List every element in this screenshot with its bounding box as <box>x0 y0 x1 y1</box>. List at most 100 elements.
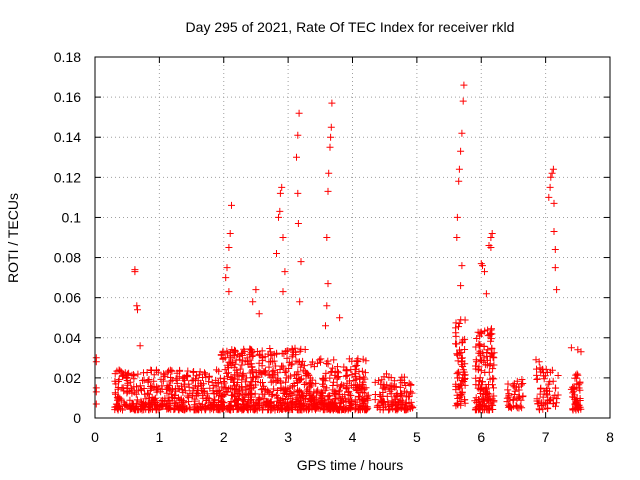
roti-point <box>163 382 171 390</box>
y-tick-label: 0.04 <box>54 330 81 346</box>
roti-point <box>569 383 577 391</box>
roti-point <box>119 406 126 414</box>
roti-point <box>475 381 483 389</box>
roti-point <box>480 342 488 350</box>
roti-point <box>363 406 370 414</box>
roti-point <box>162 385 170 393</box>
roti-point <box>250 398 257 406</box>
roti-point <box>265 371 273 379</box>
roti-point <box>351 401 359 409</box>
roti-point <box>386 405 394 413</box>
roti-point <box>127 404 135 412</box>
y-tick-label: 0.12 <box>54 169 81 185</box>
roti-point <box>486 331 494 339</box>
roti-point <box>453 399 461 407</box>
roti-point <box>192 375 199 383</box>
roti-point <box>342 372 350 380</box>
roti-point <box>173 379 181 387</box>
roti-point <box>324 187 332 195</box>
roti-point <box>326 404 334 412</box>
roti-point <box>341 404 349 412</box>
roti-point <box>228 201 235 209</box>
roti-point <box>347 398 355 406</box>
roti-point <box>323 384 331 392</box>
y-tick-label: 0.06 <box>54 290 81 306</box>
y-tick-labels: 0 0.02 0.04 0.06 0.08 0.1 0.12 0.14 0.16 0.18 <box>54 49 81 426</box>
roti-point <box>549 377 557 385</box>
roti-point <box>202 403 210 410</box>
roti-point <box>550 199 558 207</box>
roti-point <box>223 373 231 381</box>
roti-point <box>337 398 345 406</box>
roti-point <box>226 401 233 409</box>
roti-point <box>275 402 283 409</box>
roti-point <box>577 348 585 356</box>
x-tick-label: 8 <box>606 429 614 445</box>
roti-point <box>272 362 280 370</box>
roti-point <box>255 310 263 318</box>
roti-point <box>238 383 245 391</box>
roti-point <box>114 395 122 403</box>
roti-point <box>551 384 559 392</box>
roti-point <box>472 362 479 370</box>
roti-point <box>326 392 334 400</box>
roti-point <box>224 364 232 372</box>
roti-point <box>457 316 465 324</box>
roti-point <box>392 391 400 399</box>
roti-point <box>300 381 308 388</box>
roti-point <box>263 398 271 406</box>
roti-point <box>264 350 272 358</box>
roti-point <box>296 376 303 384</box>
roti-point <box>214 406 222 414</box>
roti-point <box>545 193 553 201</box>
roti-point <box>324 280 332 288</box>
roti-point <box>546 387 553 395</box>
roti-point <box>478 403 486 411</box>
roti-point <box>327 133 335 141</box>
roti-point <box>261 369 269 377</box>
roti-point <box>290 380 298 387</box>
roti-point <box>231 360 239 368</box>
roti-point <box>226 230 234 237</box>
x-tick-label: 7 <box>542 429 550 445</box>
roti-point <box>348 371 356 379</box>
roti-point <box>177 395 185 403</box>
y-tick-label: 0.14 <box>54 129 81 145</box>
roti-point <box>395 397 403 405</box>
roti-point <box>452 340 459 348</box>
roti-point <box>243 374 251 382</box>
roti-point <box>167 390 175 398</box>
roti-point <box>484 332 492 340</box>
roti-point <box>185 380 193 388</box>
roti-point <box>320 396 328 404</box>
roti-point <box>354 355 362 363</box>
roti-point <box>473 335 481 342</box>
roti-point <box>343 372 351 380</box>
roti-point <box>488 230 496 237</box>
roti-point <box>316 405 324 413</box>
roti-point <box>567 344 575 352</box>
roti-point <box>251 406 259 414</box>
roti-point <box>140 369 147 377</box>
roti-point <box>150 371 158 379</box>
roti-point <box>192 382 199 390</box>
roti-point <box>329 399 336 407</box>
roti-point <box>481 327 489 335</box>
roti-point <box>503 398 511 406</box>
roti-point <box>404 393 412 401</box>
roti-point <box>208 378 216 386</box>
roti-point <box>545 380 553 388</box>
roti-point <box>232 356 240 364</box>
roti-point <box>405 379 413 387</box>
roti-point <box>348 357 356 365</box>
roti-point <box>228 384 236 392</box>
roti-point <box>230 390 238 398</box>
roti-point <box>127 384 135 392</box>
roti-point <box>296 298 304 306</box>
roti-point <box>315 356 323 364</box>
roti-point <box>319 389 327 397</box>
roti-point <box>471 397 479 405</box>
roti-point <box>252 372 260 380</box>
roti-point <box>297 258 305 266</box>
roti-point <box>258 362 266 370</box>
